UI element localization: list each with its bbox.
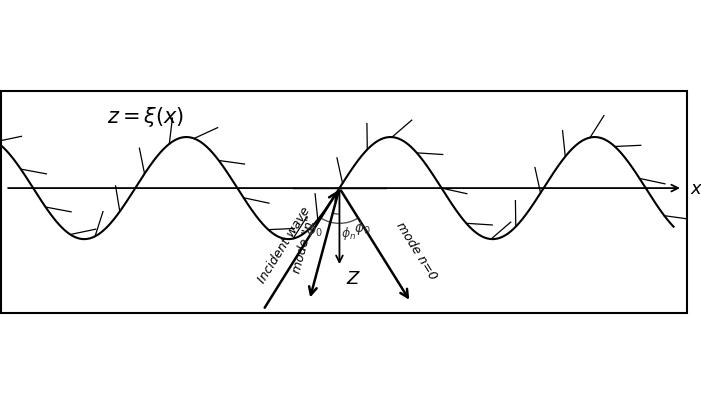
Text: mode "n": mode "n" (290, 215, 318, 275)
Text: $\phi_0$: $\phi_0$ (355, 219, 371, 237)
Text: Z: Z (346, 269, 358, 287)
Text: $z = \xi(x)$: $z = \xi(x)$ (107, 104, 184, 128)
Text: mode n=0: mode n=0 (394, 219, 440, 281)
Text: Incident wave: Incident wave (256, 205, 313, 285)
Text: x: x (690, 180, 701, 198)
Text: $\phi_n$: $\phi_n$ (341, 224, 356, 241)
Text: $\phi_0$: $\phi_0$ (306, 221, 323, 239)
